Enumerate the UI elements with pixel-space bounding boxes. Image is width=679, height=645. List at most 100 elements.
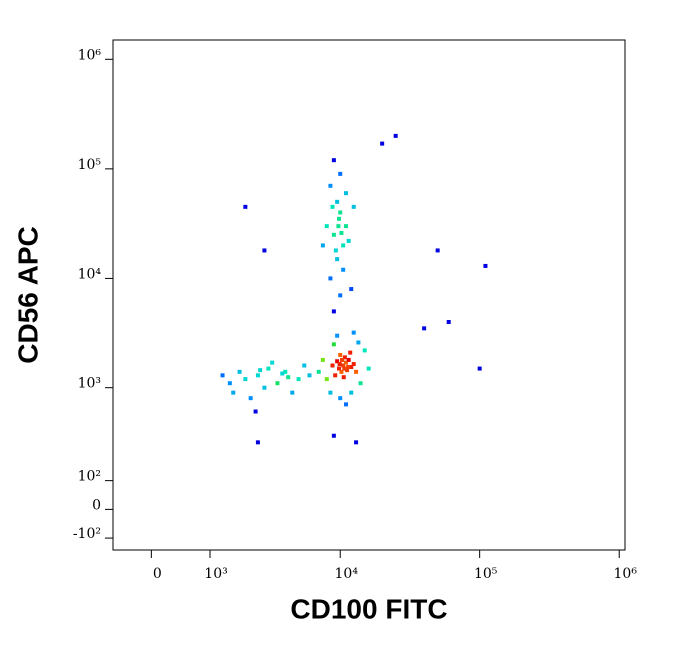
data-point	[393, 133, 398, 138]
data-point	[337, 362, 342, 367]
data-point	[351, 204, 356, 209]
data-point	[255, 440, 260, 445]
data-point	[343, 224, 348, 229]
y-tick-label: 10⁵	[78, 157, 102, 173]
data-point	[356, 340, 361, 345]
y-tick-label: 10³	[78, 376, 101, 392]
data-point	[324, 224, 329, 229]
data-point	[296, 377, 301, 382]
x-tick-label: 0	[153, 566, 162, 582]
data-point	[331, 309, 336, 314]
y-tick-label: 10⁴	[78, 266, 102, 282]
data-point	[330, 363, 335, 368]
data-point	[366, 366, 371, 371]
data-point	[342, 355, 347, 360]
data-point	[283, 369, 288, 374]
data-point	[253, 409, 258, 414]
x-tick-label: 10⁵	[474, 566, 498, 582]
data-point	[337, 366, 342, 371]
data-point	[351, 330, 356, 335]
data-point	[286, 375, 291, 380]
data-point	[333, 248, 338, 253]
data-point	[341, 243, 346, 248]
data-point	[349, 287, 354, 292]
data-point	[302, 363, 307, 368]
data-point	[331, 342, 336, 347]
x-tick-label: 10⁶	[614, 566, 638, 582]
data-point	[351, 362, 356, 367]
data-point	[340, 357, 345, 362]
data-point	[335, 333, 340, 338]
data-point	[280, 371, 285, 376]
data-point	[237, 369, 242, 374]
y-tick-label: 0	[92, 497, 101, 513]
data-point	[435, 248, 440, 253]
data-point	[338, 352, 343, 357]
data-point	[231, 390, 236, 395]
data-point	[338, 171, 343, 176]
data-point	[341, 267, 346, 272]
data-point	[380, 141, 385, 146]
data-point	[338, 396, 343, 401]
data-point	[337, 216, 342, 221]
data-point	[446, 320, 451, 325]
data-point	[248, 396, 253, 401]
x-tick-label: 10³	[204, 566, 227, 582]
data-point	[262, 385, 267, 390]
data-point	[333, 373, 338, 378]
data-point	[349, 365, 354, 370]
data-point	[354, 369, 359, 374]
data-point	[339, 230, 344, 235]
data-point	[243, 204, 248, 209]
plot-frame	[112, 39, 626, 551]
data-point	[330, 204, 335, 209]
data-point	[335, 359, 340, 364]
data-point	[335, 257, 340, 262]
data-point	[343, 360, 348, 365]
data-point	[341, 363, 346, 368]
data-point	[220, 373, 225, 378]
data-point	[345, 368, 350, 373]
y-axis-title: CD56 APC	[12, 226, 43, 363]
data-point	[349, 390, 354, 395]
data-point	[346, 365, 351, 370]
data-point	[343, 402, 348, 407]
data-point	[338, 293, 343, 298]
data-point	[483, 263, 488, 268]
data-point	[331, 232, 336, 237]
data-point	[338, 210, 343, 215]
data-point	[477, 366, 482, 371]
data-point	[328, 276, 333, 281]
data-point	[266, 366, 271, 371]
data-point	[262, 248, 267, 253]
data-point	[335, 199, 340, 204]
data-point	[346, 357, 351, 362]
data-point	[324, 377, 329, 382]
data-point	[316, 369, 321, 374]
data-point	[331, 158, 336, 163]
y-tick-label: 10⁶	[78, 47, 102, 63]
data-point	[422, 326, 427, 331]
data-point	[275, 381, 280, 386]
data-point	[336, 224, 341, 229]
data-point	[290, 390, 295, 395]
data-point	[354, 440, 359, 445]
data-point	[227, 381, 232, 386]
data-point	[328, 183, 333, 188]
data-point	[307, 373, 312, 378]
data-point	[328, 390, 333, 395]
data-point	[243, 377, 248, 382]
data-point	[346, 238, 351, 243]
data-point	[255, 373, 260, 378]
data-point	[362, 348, 367, 353]
data-point	[258, 368, 263, 373]
x-axis-title: CD100 FITC	[290, 593, 447, 624]
data-point	[341, 375, 346, 380]
data-point	[358, 381, 363, 386]
data-point	[348, 350, 353, 355]
data-point	[320, 243, 325, 248]
data-point	[270, 360, 275, 365]
data-point	[331, 433, 336, 438]
data-point	[343, 191, 348, 196]
